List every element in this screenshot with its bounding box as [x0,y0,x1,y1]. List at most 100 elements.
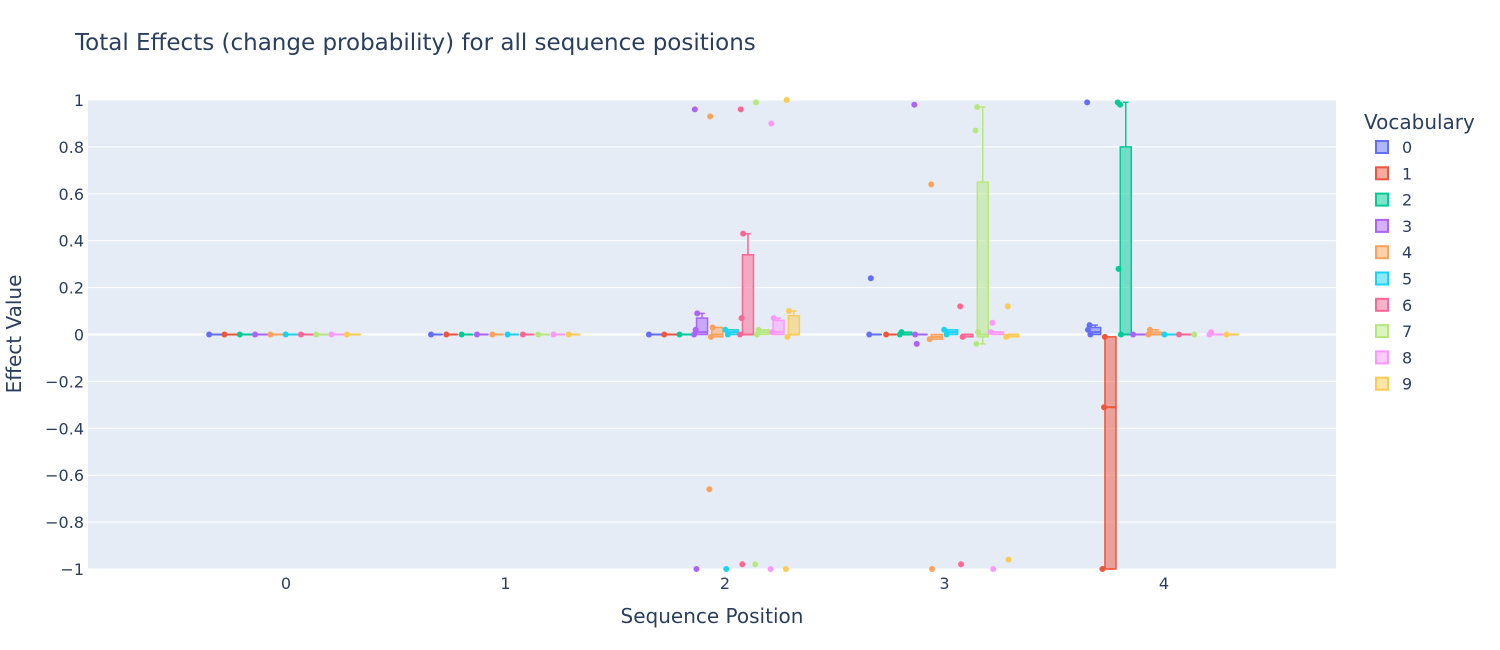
data-point [883,331,890,338]
data-point [867,275,874,282]
data-point [1101,333,1108,340]
data-point [911,101,918,108]
data-point [958,561,965,568]
data-point [943,331,950,338]
data-point [694,310,701,317]
y-tick-label: −0.2 [45,372,84,391]
data-point [693,566,700,572]
data-point [736,331,743,338]
y-tick-label: −0.8 [45,513,84,532]
y-tick-labels: −1 −0.8 −0.6 −0.4 −0.2 0 0.2 0.4 0.6 0.8 1 [45,91,84,579]
y-tick-label: 0.4 [59,232,84,251]
x-axis-title: Sequence Position [621,604,804,628]
box [741,254,755,336]
data-point [206,331,213,338]
legend-label: 9 [1402,375,1412,394]
box [772,319,785,336]
data-point [691,106,698,113]
data-point [221,331,228,338]
data-point [1101,404,1108,411]
data-point [1206,331,1213,338]
series-2 [236,99,1132,338]
data-point [473,331,480,338]
y-tick-label: −0.6 [45,466,84,485]
data-point [645,331,652,338]
legend-label: 3 [1402,217,1412,236]
data-point [1117,331,1124,338]
y-tick-label: 0.2 [59,279,84,298]
data-point [755,326,762,333]
data-point [282,331,289,338]
data-point [737,106,744,113]
data-point [739,561,746,568]
data-point [782,566,789,572]
data-point [974,104,981,111]
data-point [928,181,935,188]
data-point [724,331,731,338]
legend-label: 8 [1402,348,1412,367]
legend-item-8: 8 [1375,348,1412,367]
data-point [783,97,790,103]
data-point [1099,566,1106,572]
data-point [707,113,714,120]
data-point [973,340,980,347]
data-point [489,331,496,338]
data-point [343,331,350,338]
legend-swatch [1375,166,1389,181]
legend-item-6: 6 [1375,296,1412,315]
legend-label: 4 [1402,243,1412,262]
data-point [706,486,713,493]
data-point [972,127,979,134]
data-point [957,303,964,310]
data-point [866,331,873,338]
data-point [565,331,572,338]
data-point [692,326,699,333]
data-point [959,333,966,340]
data-point [504,331,511,338]
data-point [767,566,774,572]
data-point [1191,331,1198,338]
legend-label: 1 [1402,164,1412,183]
data-point [661,331,668,338]
x-tick-labels: 0 1 2 3 4 [281,574,1169,593]
legend-swatch [1375,376,1389,391]
data-point [236,331,243,338]
data-point [458,331,465,338]
data-point [1117,101,1124,108]
data-point [1146,326,1153,333]
data-point [1175,331,1182,338]
box [787,314,801,336]
legend-label: 7 [1402,322,1412,341]
legend-item-5: 5 [1375,270,1412,289]
data-point [691,331,698,338]
data-point [1005,556,1012,563]
data-point [252,331,259,338]
legend-item-0: 0 [1375,138,1412,157]
data-point [752,561,759,568]
series-0 [206,99,1102,338]
data-point [740,230,747,237]
legend-swatch [1375,324,1389,339]
data-point [753,331,760,338]
data-point [519,331,526,338]
data-point [768,120,775,127]
legend-swatch [1375,350,1389,365]
legend-label: 2 [1402,191,1412,210]
data-point [912,331,919,338]
data-point [297,331,304,338]
data-point [753,99,760,106]
x-tick-label: 4 [1159,574,1169,593]
data-point [738,315,745,322]
x-tick-label: 2 [720,574,730,593]
legend-item-1: 1 [1375,164,1412,183]
data-point [1004,303,1011,310]
data-point [1087,331,1094,338]
legend-swatch [1375,271,1389,286]
data-point [1086,322,1093,329]
data-point [769,329,776,336]
legend-item-2: 2 [1375,191,1412,210]
y-tick-label: 0.6 [59,185,84,204]
y-tick-label: −1 [60,560,84,579]
y-tick-label: 0 [74,326,84,345]
